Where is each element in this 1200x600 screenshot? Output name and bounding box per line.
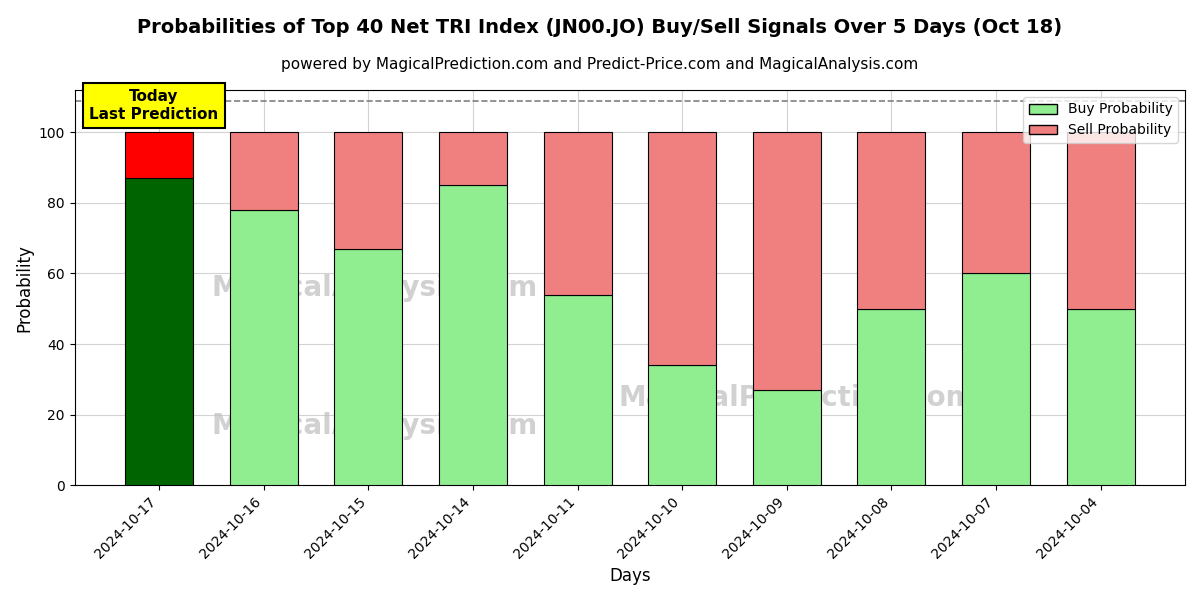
Bar: [857, 133, 925, 309]
Bar: [335, 249, 402, 485]
Bar: [439, 185, 506, 485]
Bar: [648, 365, 716, 485]
Bar: [648, 133, 716, 365]
Legend: Buy Probability, Sell Probability: Buy Probability, Sell Probability: [1024, 97, 1178, 143]
Y-axis label: Probability: Probability: [16, 244, 34, 332]
Bar: [544, 133, 612, 295]
Bar: [229, 133, 298, 210]
Text: Today
Last Prediction: Today Last Prediction: [89, 89, 218, 122]
Text: Probabilities of Top 40 Net TRI Index (JN00.JO) Buy/Sell Signals Over 5 Days (Oc: Probabilities of Top 40 Net TRI Index (J…: [138, 18, 1062, 37]
Text: MagicalPrediction.com: MagicalPrediction.com: [618, 384, 974, 412]
Bar: [962, 274, 1030, 485]
Text: powered by MagicalPrediction.com and Predict-Price.com and MagicalAnalysis.com: powered by MagicalPrediction.com and Pre…: [281, 57, 919, 72]
Bar: [752, 390, 821, 485]
Bar: [857, 309, 925, 485]
Bar: [125, 178, 193, 485]
Bar: [544, 295, 612, 485]
Bar: [439, 133, 506, 185]
Bar: [1067, 133, 1134, 309]
Bar: [335, 133, 402, 249]
Bar: [229, 210, 298, 485]
X-axis label: Days: Days: [610, 567, 650, 585]
Text: MagicalAnalysis.com: MagicalAnalysis.com: [211, 412, 538, 440]
Bar: [962, 133, 1030, 274]
Bar: [752, 133, 821, 390]
Bar: [1067, 309, 1134, 485]
Text: MagicalAnalysis.com: MagicalAnalysis.com: [211, 274, 538, 302]
Bar: [125, 133, 193, 178]
